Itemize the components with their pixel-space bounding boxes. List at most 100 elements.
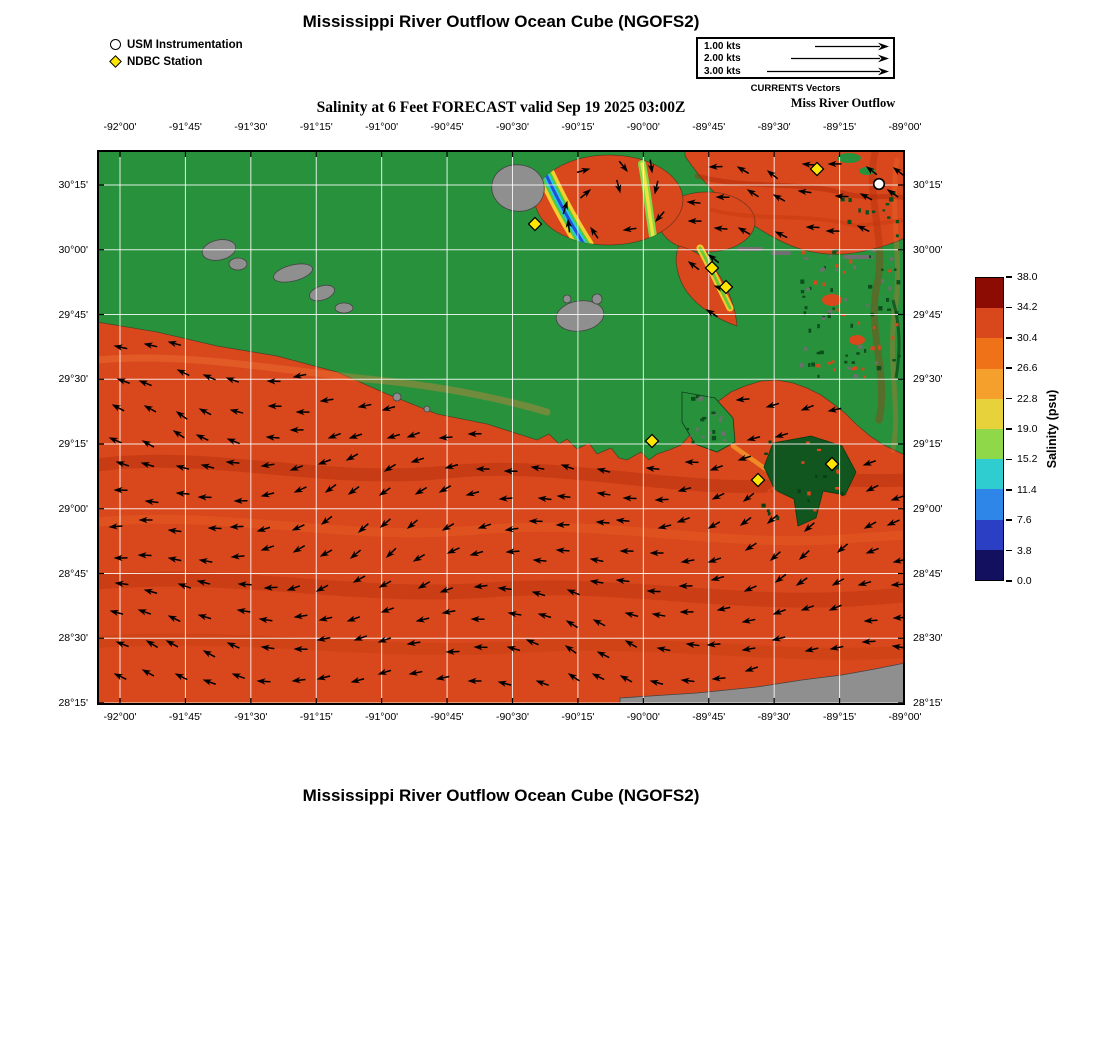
lon-tick-label: -89°45'	[692, 711, 726, 723]
current-vector	[531, 591, 546, 598]
lat-tick-label: 28°30'	[913, 632, 943, 645]
current-vector	[596, 467, 611, 474]
current-vector	[347, 486, 360, 495]
current-vector	[576, 167, 591, 175]
current-vector	[172, 430, 185, 439]
figure-title: Mississippi River Outflow Ocean Cube (NG…	[302, 12, 700, 31]
current-vector	[256, 678, 271, 685]
current-vector	[435, 674, 450, 681]
current-vector	[198, 408, 212, 416]
current-vector	[315, 584, 329, 592]
current-vector	[795, 577, 808, 586]
colorbar-segment	[976, 338, 1003, 369]
current-vector	[742, 492, 755, 502]
current-vector	[657, 523, 672, 530]
gray-islands	[201, 164, 605, 413]
current-vector	[676, 516, 691, 523]
current-vector	[596, 651, 610, 659]
axis-top-labels: -92°00' -91°45' -91°30' -91°15' -91°00' -90°4…	[97, 121, 921, 135]
current-vector	[834, 193, 849, 200]
current-vector	[167, 527, 182, 535]
current-vector	[798, 550, 810, 561]
current-vector	[771, 635, 786, 642]
current-vector	[506, 645, 521, 653]
currents-row: 1.00 kts	[702, 41, 889, 53]
current-vector	[741, 645, 756, 652]
current-vector	[507, 611, 522, 618]
current-vector	[177, 583, 192, 590]
current-vector	[141, 669, 155, 677]
current-vector	[318, 615, 333, 622]
current-vector	[115, 641, 129, 648]
current-vector	[143, 588, 158, 596]
colorbar-segment	[976, 519, 1003, 550]
lon-tick-label: -91°00'	[365, 121, 399, 133]
current-vector	[286, 584, 301, 591]
current-vector	[565, 218, 573, 233]
current-vector	[196, 579, 211, 586]
current-vector	[567, 673, 580, 682]
current-vector	[175, 464, 190, 472]
current-vector	[357, 523, 369, 533]
current-vector	[828, 604, 842, 611]
legend-usm-label: USM Instrumentation	[127, 38, 243, 51]
current-vector	[377, 636, 392, 643]
current-vector	[774, 231, 788, 239]
colorbar-segment	[976, 489, 1003, 520]
current-vector	[797, 188, 812, 196]
current-vector	[350, 676, 365, 684]
colorbar-segment	[976, 429, 1003, 460]
current-vector	[469, 549, 484, 556]
lat-tick-label: 29°00'	[58, 502, 88, 515]
ndbc-station-marker	[750, 472, 766, 488]
current-vector	[233, 497, 248, 505]
current-vector	[291, 523, 305, 531]
current-vector	[765, 401, 780, 408]
current-vector	[381, 404, 396, 412]
lat-tick-label: 30°00'	[58, 243, 88, 256]
current-vector	[498, 495, 513, 502]
current-vector	[414, 486, 428, 495]
lon-tick-label: -91°45'	[168, 711, 202, 723]
map-border	[97, 150, 905, 705]
lat-tick-label: 28°30'	[58, 632, 88, 645]
current-vector	[618, 160, 628, 173]
current-vector	[441, 608, 456, 615]
colorbar-tick-label: 7.6	[1017, 514, 1032, 527]
colorbar-tick	[1006, 519, 1012, 521]
current-vector	[229, 523, 244, 530]
lat-tick-label: 28°15'	[58, 697, 88, 709]
colorbar-segment	[976, 308, 1003, 339]
station-legend: USM Instrumentation NDBC Station	[109, 36, 243, 70]
map-canvas	[97, 150, 905, 705]
current-vector	[137, 552, 152, 559]
axis-bottom-labels: -92°00' -91°45' -91°30' -91°15' -91°00' -90°4…	[97, 711, 921, 725]
current-vector	[324, 483, 337, 493]
colorbar-segment	[976, 398, 1003, 430]
bottom-title: Mississippi River Outflow Ocean Cube (NG…	[302, 786, 700, 805]
current-vector	[741, 617, 756, 624]
current-vector	[743, 585, 757, 592]
lon-tick-label: -90°15'	[561, 711, 595, 723]
colorbar-tick-label: 38.0	[1017, 271, 1038, 283]
ndbc-diamond-icon	[109, 55, 122, 68]
current-vector	[145, 640, 159, 649]
current-vector	[556, 493, 571, 500]
current-vector	[525, 639, 539, 646]
current-vector	[530, 465, 545, 472]
current-vector	[677, 485, 692, 493]
colorbar-tick-label: 15.2	[1017, 453, 1038, 466]
current-vector	[805, 224, 820, 231]
current-vector	[735, 396, 750, 403]
current-vector	[859, 193, 873, 201]
current-vector	[237, 581, 252, 588]
colorbar-tick-label: 3.8	[1017, 544, 1032, 557]
current-vector	[716, 605, 731, 612]
current-vector	[195, 434, 209, 442]
current-vector	[379, 518, 391, 528]
ndbc-station-marker	[718, 279, 734, 295]
lat-tick-label: 29°45'	[58, 308, 88, 321]
current-vector	[143, 342, 158, 349]
current-vector	[772, 608, 787, 615]
current-vector	[113, 554, 128, 562]
